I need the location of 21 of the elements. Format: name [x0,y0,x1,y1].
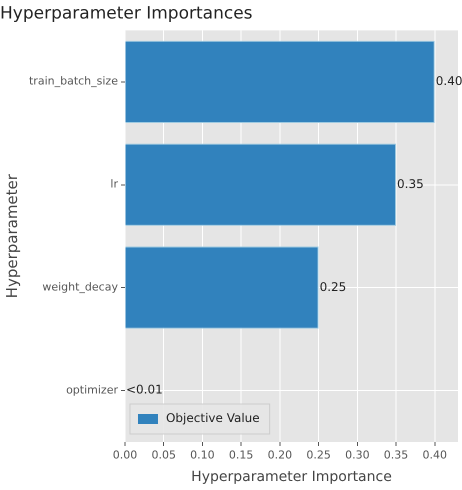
data-label: 0.40 [436,74,462,88]
x-tick-label: 0.20 [268,448,292,462]
x-tick-label: 0.35 [384,448,408,462]
y-tick-label: optimizer [66,383,118,396]
x-tick-label: 0.10 [190,448,215,462]
x-axis-title: Hyperparameter Importance [191,469,392,486]
x-tick-label: 0.40 [422,448,448,462]
x-tick-label: 0.15 [228,448,254,462]
x-tick-label: 0.25 [306,448,331,462]
y-tick-label: train_batch_size [28,74,118,88]
y-axis-title: Hyperparameter [2,173,21,298]
legend-label: Objective Value [166,411,260,426]
data-label: <0.01 [126,382,163,397]
x-tick-label: 0.30 [345,448,370,462]
data-label: 0.25 [320,280,346,294]
data-label: 0.35 [397,176,424,191]
chart-title: Hyperparameter Importances [0,4,253,24]
x-tick-label: 0.05 [151,448,176,462]
y-tick-label: weight_decay [42,280,118,294]
y-tick-label: lr [110,178,118,191]
x-tick-label: 0.00 [112,448,138,462]
